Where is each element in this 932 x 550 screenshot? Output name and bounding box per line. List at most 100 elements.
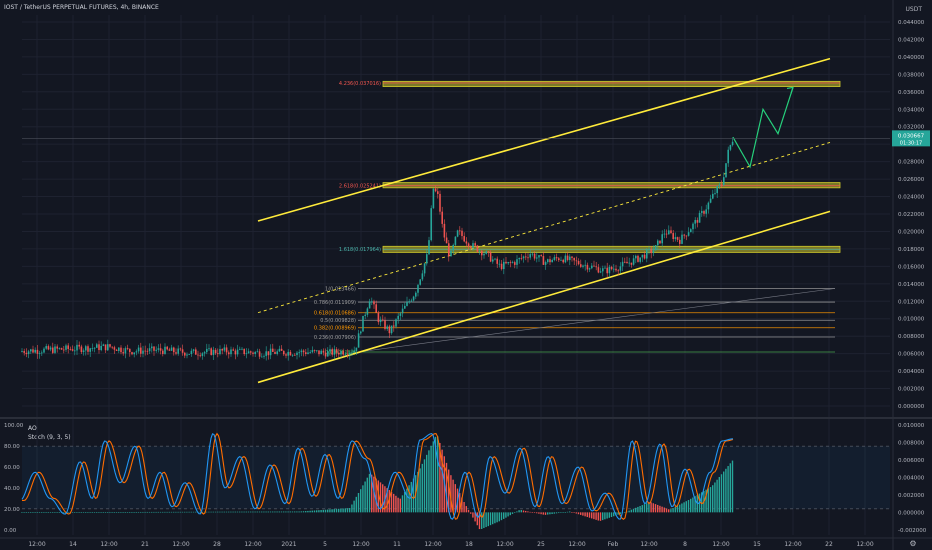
ao-bar: [93, 512, 96, 513]
ao-bar: [267, 511, 269, 513]
candle-body: [285, 354, 287, 356]
candle-body: [230, 349, 232, 355]
ao-bar: [241, 511, 243, 513]
ao-bar: [107, 512, 109, 513]
ao-bar: [96, 512, 98, 513]
ao-bar: [34, 512, 36, 513]
ao-bar: [144, 511, 146, 513]
candle-body: [723, 177, 725, 186]
ao-bar: [503, 512, 505, 519]
stoch-indicator-label[interactable]: Stoch (9, 3, 5): [28, 434, 71, 441]
candle-body: [454, 236, 457, 245]
candle-body: [104, 344, 107, 351]
candle-body: [487, 251, 490, 253]
ao-bar: [632, 508, 635, 513]
x-tick-label: 12:00: [100, 541, 117, 548]
ao-bar: [404, 491, 406, 513]
ao-bar: [608, 512, 610, 518]
candle-body: [553, 257, 556, 261]
candle-body: [38, 353, 41, 354]
ao-bar: [331, 509, 333, 513]
y-tick-label: 0.014000: [898, 282, 925, 288]
candle-body: [685, 235, 688, 237]
ao-bar: [206, 511, 208, 513]
candle-body: [472, 243, 474, 248]
ao-bar: [230, 511, 232, 513]
candle-body: [34, 349, 36, 353]
candle-body: [443, 223, 446, 238]
ao-bar: [408, 485, 410, 513]
candle-body: [74, 350, 76, 352]
ao-bar: [591, 512, 593, 519]
channel-line: [257, 57, 831, 222]
ao-bar: [665, 508, 668, 513]
ao-bar: [243, 511, 245, 513]
candle-body: [679, 239, 681, 244]
y-tick-label: 0.016000: [898, 264, 925, 270]
ao-bar: [133, 511, 135, 513]
x-tick-label: 12:00: [172, 541, 189, 548]
candle-body: [199, 355, 201, 357]
candle-body: [212, 349, 215, 355]
ao-bar: [448, 469, 450, 513]
candle-body: [509, 261, 512, 263]
ao-bar: [58, 512, 60, 513]
candle-body: [375, 304, 377, 313]
ao-bar: [716, 479, 718, 513]
ao-indicator-label[interactable]: AO: [28, 425, 37, 432]
candle-body: [45, 346, 47, 349]
ao-bar: [580, 512, 582, 515]
ao-bar: [265, 511, 267, 513]
candle-body: [571, 256, 573, 258]
ao-bar: [71, 512, 74, 513]
candle-body: [560, 259, 562, 261]
candle-body: [683, 234, 685, 236]
ao-bar: [507, 512, 509, 517]
candle-body: [670, 230, 672, 234]
candle-body: [412, 296, 415, 301]
candle-body: [322, 350, 325, 353]
candle-body: [452, 244, 454, 251]
candle-body: [481, 250, 483, 256]
fib-level-label: 0.786(0.011909): [314, 300, 356, 306]
candle-body: [157, 348, 160, 350]
candle-body: [575, 260, 578, 262]
candles: [21, 137, 734, 361]
ao-bar: [155, 511, 157, 513]
ao-bar: [342, 508, 344, 513]
ao-bar: [529, 511, 531, 513]
ao-bar: [373, 476, 375, 513]
price-zone: [382, 182, 841, 189]
ao-bar: [179, 511, 181, 513]
candle-body: [500, 263, 503, 270]
candle-body: [43, 348, 45, 353]
candle-body: [272, 348, 274, 352]
y-tick-label: 0.044000: [898, 20, 925, 26]
ao-bar: [228, 511, 230, 513]
candle-body: [639, 257, 641, 262]
ao-bar: [104, 512, 107, 513]
candle-body: [386, 326, 388, 329]
ao-bar: [641, 505, 643, 513]
candle-body: [573, 257, 575, 261]
ao-bar: [575, 512, 577, 514]
candle-body: [496, 258, 498, 264]
ao-bar: [712, 485, 714, 513]
candle-body: [278, 348, 281, 352]
ao-bar: [584, 512, 586, 517]
ao-bar: [582, 512, 584, 516]
ao-bar: [624, 512, 626, 513]
candle-body: [648, 249, 650, 250]
ao-bar: [505, 512, 507, 518]
candle-body: [549, 259, 551, 263]
ao-bar: [426, 454, 428, 513]
candle-body: [650, 249, 652, 254]
ao-bar: [298, 511, 300, 513]
candle-body: [707, 202, 710, 210]
ao-bar: [236, 511, 239, 513]
candle-body: [144, 350, 146, 352]
ao-bar: [718, 477, 720, 513]
ao-bar: [214, 511, 217, 513]
ao-bar: [586, 512, 588, 518]
